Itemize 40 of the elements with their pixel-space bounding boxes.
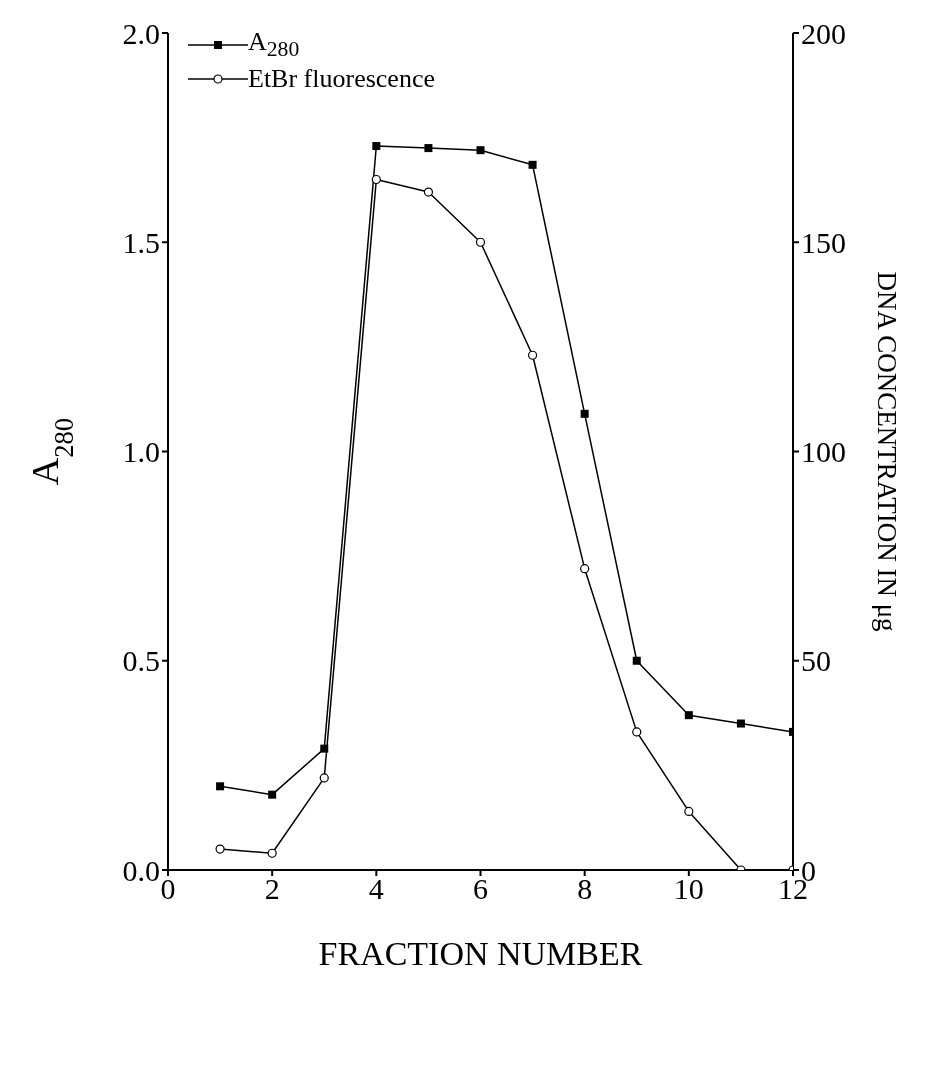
point (372, 142, 381, 150)
point (632, 656, 641, 665)
point (423, 187, 434, 197)
point (268, 790, 277, 799)
y2-axis-title: DNA CONCENTRATION IN μg (872, 271, 902, 632)
y-tick-label: 0.5 (122, 644, 160, 678)
point (580, 409, 589, 418)
point (736, 719, 745, 728)
point (320, 744, 329, 753)
y-tick-label: 0.0 (122, 853, 160, 887)
y-tick-label: 2.0 (122, 16, 160, 50)
point (684, 806, 694, 817)
point (580, 564, 590, 574)
x-tick-label: 4 (368, 872, 384, 906)
point (215, 844, 225, 854)
y2-tick-label: 100 (801, 435, 846, 469)
legend-label: EtBr fluorescence (248, 64, 435, 94)
legend-label: A$_{280}$ (248, 27, 300, 63)
point (319, 773, 329, 783)
point (528, 160, 537, 169)
point (216, 782, 225, 791)
x-tick-label: 10 (673, 872, 704, 906)
point (476, 146, 485, 155)
y2-tick-label: 200 (801, 16, 846, 50)
point (371, 174, 381, 185)
point (684, 711, 693, 720)
x-tick-label: 0 (160, 872, 176, 906)
x-axis-title: FRACTION NUMBER (318, 935, 643, 972)
x-tick-label: 6 (473, 872, 488, 906)
point (267, 848, 277, 858)
y-tick-label: 1.0 (122, 435, 160, 469)
point (632, 727, 642, 737)
x-tick-label: 2 (264, 872, 280, 906)
y-tick-label: 1.5 (122, 225, 160, 259)
x-tick-label: 8 (577, 872, 593, 906)
point (475, 237, 486, 247)
y2-tick-label: 50 (801, 644, 831, 678)
y2-tick-label: 150 (801, 225, 846, 259)
point (527, 350, 538, 360)
point (424, 144, 433, 153)
